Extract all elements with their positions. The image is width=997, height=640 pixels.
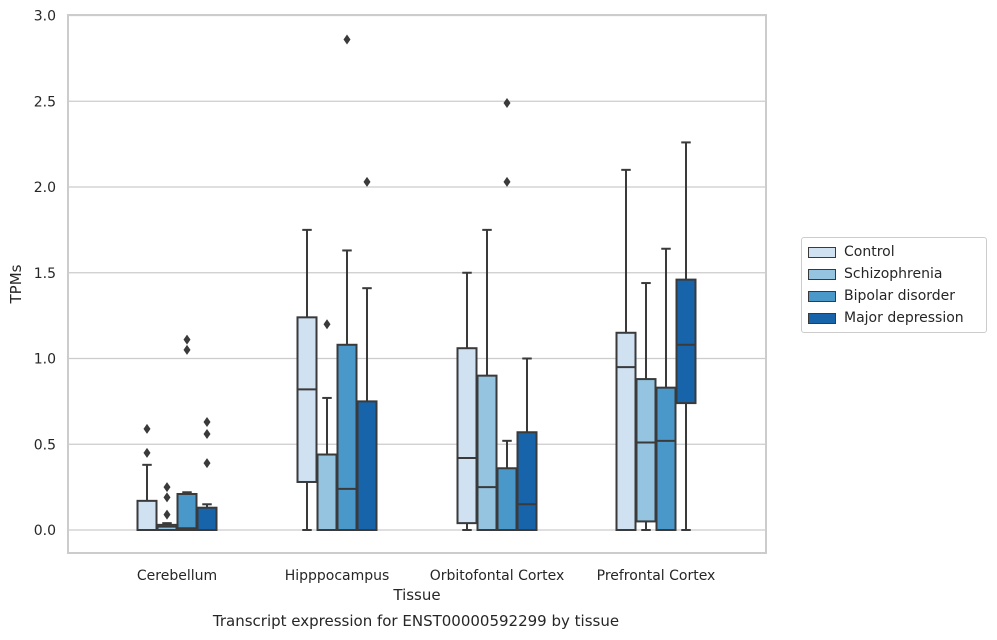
box-group	[356, 176, 378, 531]
x-tick-label: Prefrontal Cortex	[597, 568, 716, 584]
outlier-point	[183, 334, 191, 345]
box	[615, 331, 637, 531]
outlier-point	[203, 428, 211, 439]
chart-caption: Transcript expression for ENST0000059229…	[212, 612, 620, 630]
y-tick-label: 0.0	[34, 523, 56, 539]
legend-swatch-control	[808, 246, 836, 258]
legend-label: Major depression	[844, 310, 964, 326]
y-tick-label: 1.0	[34, 352, 56, 368]
box	[296, 316, 318, 483]
x-tick-label: Hipppocampus	[285, 568, 390, 584]
legend-label: Control	[844, 244, 895, 260]
outlier-point	[363, 176, 371, 187]
box	[496, 467, 518, 532]
box-group	[516, 357, 538, 531]
box-group	[316, 319, 338, 532]
legend: Control Schizophrenia Bipolar disorder M…	[801, 237, 987, 333]
x-tick-label: Cerebellum	[137, 568, 217, 584]
box	[356, 400, 378, 531]
y-tick-label: 2.0	[34, 180, 56, 196]
box	[176, 492, 198, 531]
outlier-point	[163, 482, 171, 493]
y-tick-label: 2.5	[34, 94, 56, 110]
outlier-point	[163, 492, 171, 503]
legend-label: Schizophrenia	[844, 266, 943, 282]
outlier-point	[163, 509, 171, 520]
box	[655, 386, 677, 531]
legend-label: Bipolar disorder	[844, 288, 956, 304]
box	[516, 431, 538, 531]
outlier-point	[203, 416, 211, 427]
y-tick-label: 3.0	[34, 9, 56, 25]
box	[635, 378, 657, 523]
y-tick-label: 0.5	[34, 437, 56, 453]
legend-item-major-depression: Major depression	[808, 307, 986, 329]
y-axis-label: TPMs	[7, 264, 25, 304]
legend-item-bipolar-disorder: Bipolar disorder	[808, 285, 986, 307]
box-group	[456, 271, 478, 531]
boxes	[136, 34, 697, 532]
box	[336, 343, 358, 531]
box-group	[675, 141, 697, 531]
box-group	[296, 228, 318, 531]
outlier-point	[323, 319, 331, 330]
box	[675, 278, 697, 405]
outlier-point	[343, 34, 351, 45]
x-axis-label: Tissue	[392, 586, 440, 604]
x-tick-label: Orbitofontal Cortex	[430, 568, 565, 584]
box-group	[196, 416, 218, 531]
y-axis-ticks: 0.0 0.5 1.0 1.5 2.0 2.5 3.0	[34, 9, 56, 540]
box	[136, 499, 158, 532]
box-group	[156, 482, 178, 531]
box-group	[336, 34, 358, 531]
legend-item-control: Control	[808, 241, 986, 263]
plot-frame	[67, 14, 767, 554]
box	[476, 374, 498, 531]
y-tick-label: 1.5	[34, 266, 56, 282]
outlier-point	[183, 344, 191, 355]
outlier-point	[203, 458, 211, 469]
legend-swatch-major-depression	[808, 312, 836, 324]
legend-swatch-schizophrenia	[808, 268, 836, 280]
box-group	[496, 97, 518, 532]
box-group	[136, 423, 158, 532]
outlier-point	[503, 97, 511, 108]
box-group	[655, 247, 677, 531]
box-group	[176, 334, 198, 531]
box	[456, 347, 478, 525]
box	[196, 506, 218, 531]
box-group	[615, 168, 637, 531]
outlier-point	[503, 176, 511, 187]
x-axis-ticks: Cerebellum Hipppocampus Orbitofontal Corte…	[137, 568, 715, 584]
box	[316, 453, 338, 532]
box-group	[476, 228, 498, 531]
legend-swatch-bipolar-disorder	[808, 290, 836, 302]
legend-item-schizophrenia: Schizophrenia	[808, 263, 986, 285]
box-group	[635, 282, 657, 531]
outlier-point	[143, 447, 151, 458]
outlier-point	[143, 423, 151, 434]
